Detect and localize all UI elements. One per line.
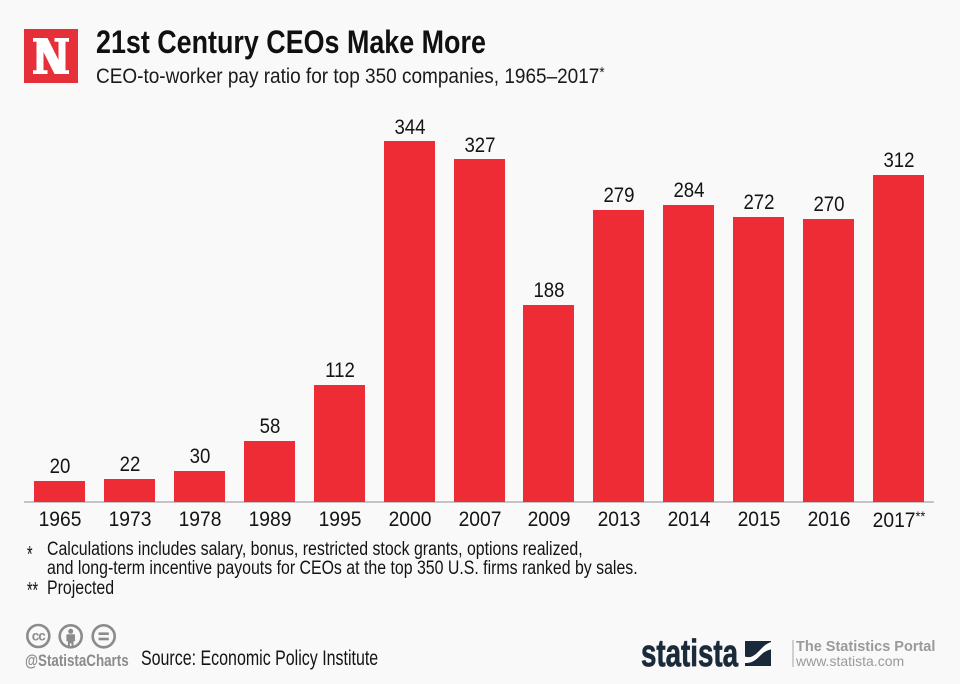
svg-text:cc: cc <box>32 629 47 644</box>
